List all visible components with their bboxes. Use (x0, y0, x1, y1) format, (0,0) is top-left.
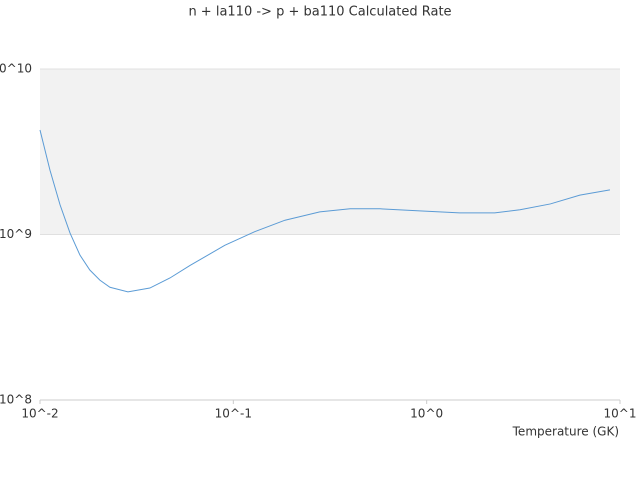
y-tick-label: 10^10 (0, 62, 32, 76)
line-series (39, 129, 611, 293)
x-tick-label: 10^-1 (215, 407, 252, 421)
x-axis-label: Temperature (GK) (512, 425, 619, 439)
y-tick-label: 10^9 (0, 227, 32, 241)
chart-title: n + la110 -> p + ba110 Calculated Rate (188, 5, 451, 20)
x-tick-label: 10^0 (410, 407, 443, 421)
split-area (40, 69, 620, 235)
x-tick-label: 10^-2 (21, 407, 58, 421)
x-tick-label: 10^1 (604, 407, 637, 421)
split-area (40, 234, 620, 400)
y-tick-label: 10^8 (0, 393, 32, 407)
